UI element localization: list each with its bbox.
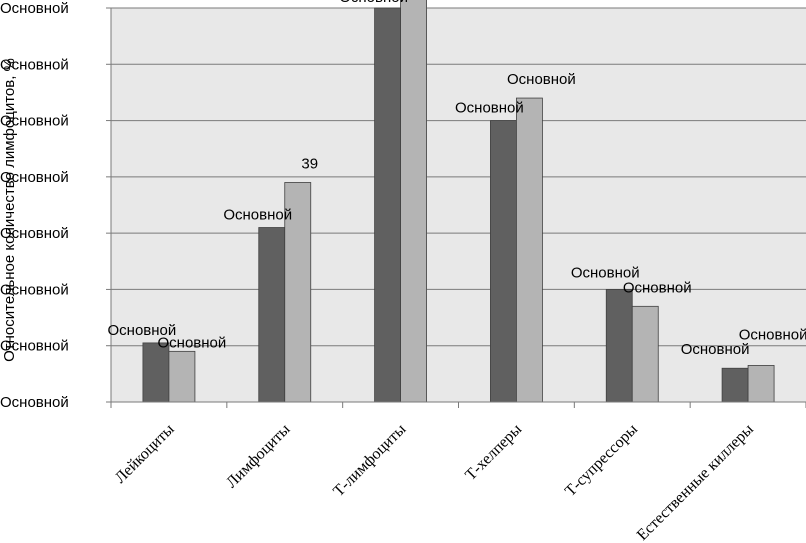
y-tick-label: Основной: [0, 169, 69, 186]
axes: [110, 8, 806, 403]
category-label: Лейкоциты: [112, 421, 178, 487]
data-label: Основной: [681, 341, 750, 358]
category-labels: Лейкоциты Лимфоциты Т-лимфоциты Т-хелперы Т-…: [112, 421, 757, 543]
bar-2-3: [400, 0, 427, 403]
y-tick-labels: Основной Основной Основной Основной Основной…: [0, 0, 69, 411]
data-label: Основной: [739, 326, 806, 343]
y-tick-label: Основной: [0, 338, 69, 355]
y-tick-label: Основной: [0, 56, 69, 73]
bar-1-3: [374, 7, 401, 403]
data-label: Основной: [623, 279, 692, 296]
bar-2-1: [168, 350, 196, 403]
y-tick-label: Основной: [0, 225, 69, 242]
bar-1-1: [142, 342, 170, 403]
data-label: 39: [301, 155, 318, 172]
data-label: Основной: [507, 71, 576, 88]
data-label: Основной: [108, 322, 177, 339]
gridlines: [106, 7, 806, 408]
bar-2-4: [516, 97, 543, 403]
bar-1-4: [490, 120, 517, 403]
y-tick-label: Основной: [0, 394, 69, 411]
data-label: Основной: [158, 334, 227, 351]
data-labels: ОсновнойОсновнойОсновной39ОсновнойОсновн…: [108, 0, 806, 358]
y-tick-label: Основной: [0, 0, 69, 17]
data-label: Основной: [455, 100, 524, 117]
category-label: Т-лимфоциты: [330, 421, 409, 500]
y-tick-label: Основной: [0, 113, 69, 130]
category-label: Лимфоциты: [223, 421, 294, 492]
data-label: Основной: [339, 0, 408, 6]
data-label: Основной: [571, 264, 640, 281]
bars: [142, 0, 775, 403]
category-label: Естественные киллеры: [634, 421, 757, 543]
bar-1-6: [721, 367, 749, 403]
bar-1-5: [605, 289, 633, 403]
bar-2-6: [747, 365, 775, 403]
y-axis-label: Относительное количество лимфоцитов, %: [1, 58, 18, 362]
y-tick-label: Основной: [0, 281, 69, 298]
data-label: Основной: [223, 207, 292, 224]
bar-2-2: [284, 182, 312, 403]
category-label: Т-супрессоры: [562, 421, 641, 500]
category-label: Т-хелперы: [462, 421, 525, 484]
bar-2-5: [631, 305, 659, 403]
bar-1-2: [258, 227, 286, 403]
plot-area: [111, 8, 806, 402]
